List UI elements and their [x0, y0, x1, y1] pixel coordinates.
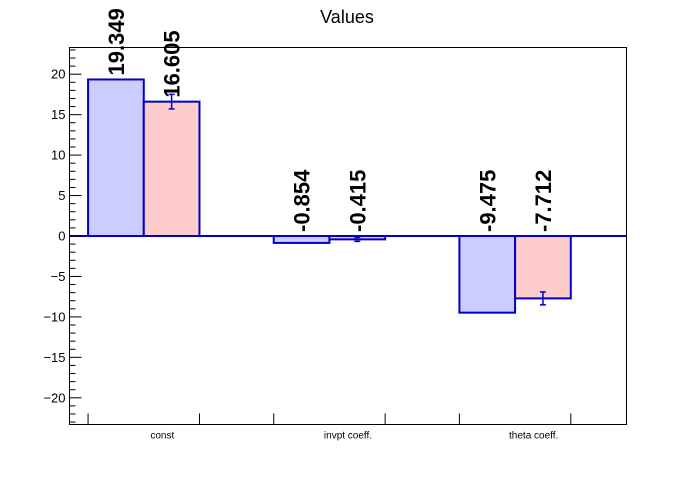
data-label-s2-2: -7.712 — [531, 170, 556, 232]
data-label-s1-1: -0.854 — [290, 169, 315, 232]
ytick-label: 15 — [51, 107, 65, 122]
bar-s1-1 — [272, 235, 331, 244]
xtick-label: invpt coeff. — [324, 431, 372, 442]
xtick-label: const — [150, 431, 174, 442]
ytick-label: 10 — [51, 148, 65, 163]
ytick-label: −20 — [43, 390, 65, 405]
xtick-label: theta coeff. — [509, 431, 558, 442]
data-label-s2-1: -0.415 — [345, 170, 370, 232]
bar-s2-2 — [514, 235, 572, 300]
ytick-label: −10 — [43, 309, 65, 324]
ytick-label: −5 — [51, 269, 66, 284]
bar-s2-0 — [142, 100, 201, 238]
bar-s1-0 — [87, 78, 145, 237]
data-label-s1-2: -9.475 — [475, 170, 500, 232]
chart-title: Values — [320, 7, 374, 27]
bar-s1-2 — [458, 235, 517, 314]
ytick-label: 5 — [58, 188, 65, 203]
ytick-label: 0 — [58, 229, 65, 244]
ytick-label: −15 — [43, 350, 65, 365]
labels-layer: 19.349 -0.854 -9.475 16.605 -0.415 -7.712 — [104, 8, 556, 232]
ytick-label: 20 — [51, 67, 65, 82]
data-label-s2-0: 16.605 — [160, 30, 185, 97]
data-label-s1-0: 19.349 — [104, 8, 129, 75]
axis-layer: −20 −15 −10 −5 0 5 10 15 20 const invpt coeff. thet… — [43, 49, 627, 442]
